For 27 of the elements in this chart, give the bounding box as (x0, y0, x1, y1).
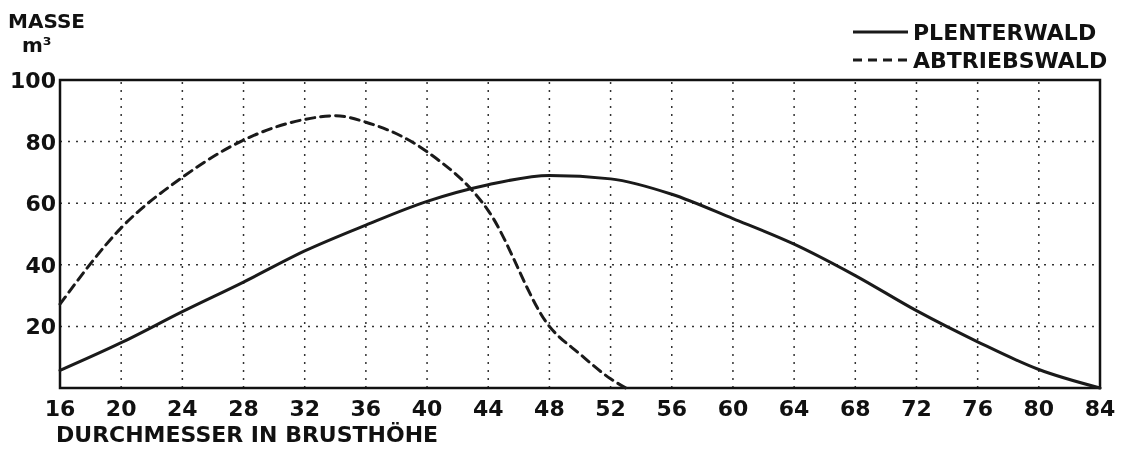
x-tick-label: 16 (44, 396, 76, 421)
legend-label: PLENTERWALD (913, 20, 1097, 45)
x-tick-label: 52 (595, 396, 626, 421)
x-axis-title: DURCHMESSER IN BRUSTHÖHE (56, 422, 439, 447)
x-tick-label: 56 (656, 396, 688, 421)
x-tick-label: 80 (1023, 396, 1055, 421)
x-tick-label: 44 (472, 396, 504, 421)
x-tick-label: 20 (105, 396, 137, 421)
x-tick-label: 84 (1084, 396, 1116, 421)
y-tick-label: 60 (25, 191, 56, 217)
x-tick-label: 68 (839, 396, 871, 421)
x-tick-label: 76 (962, 396, 993, 421)
x-tick-label: 28 (228, 396, 259, 421)
x-tick-label: 60 (717, 396, 749, 421)
y-tick-label: 40 (25, 252, 56, 278)
x-tick-label: 32 (289, 396, 321, 421)
legend-label: ABTRIEBSWALD (913, 48, 1108, 73)
x-tick-label: 40 (411, 396, 443, 421)
x-tick-label: 24 (167, 396, 198, 421)
x-tick-label: 36 (350, 396, 382, 421)
x-tick-label: 72 (901, 396, 932, 421)
x-tick-label: 48 (534, 396, 565, 421)
y-axis-title: MASSE m³ (8, 9, 85, 57)
y-tick-label: 20 (25, 314, 56, 340)
y-tick-label: 100 (10, 68, 56, 93)
y-tick-label: 80 (25, 129, 56, 155)
x-tick-label: 64 (778, 396, 810, 421)
